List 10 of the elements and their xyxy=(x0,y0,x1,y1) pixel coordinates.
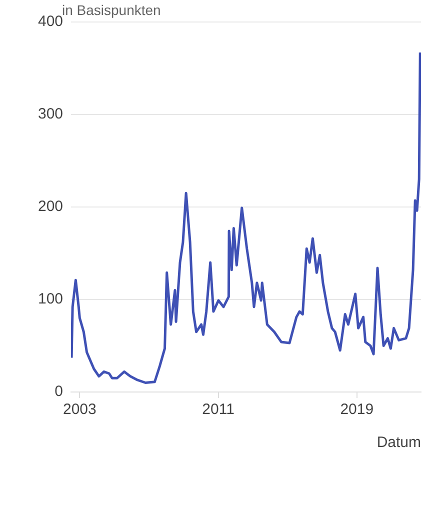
x-tick-label: 2011 xyxy=(202,401,234,418)
y-tick-label: 400 xyxy=(38,13,64,30)
x-tick-label: 2003 xyxy=(63,401,96,418)
x-tick-label: 2019 xyxy=(340,401,374,418)
x-axis-title: Datum xyxy=(376,434,421,452)
y-tick-label: 300 xyxy=(38,106,64,123)
y-tick-label: 200 xyxy=(38,198,64,216)
chart-subtitle: in Basispunkten xyxy=(62,2,161,18)
y-tick-label: 100 xyxy=(38,290,64,308)
y-tick-label: 0 xyxy=(54,383,64,400)
